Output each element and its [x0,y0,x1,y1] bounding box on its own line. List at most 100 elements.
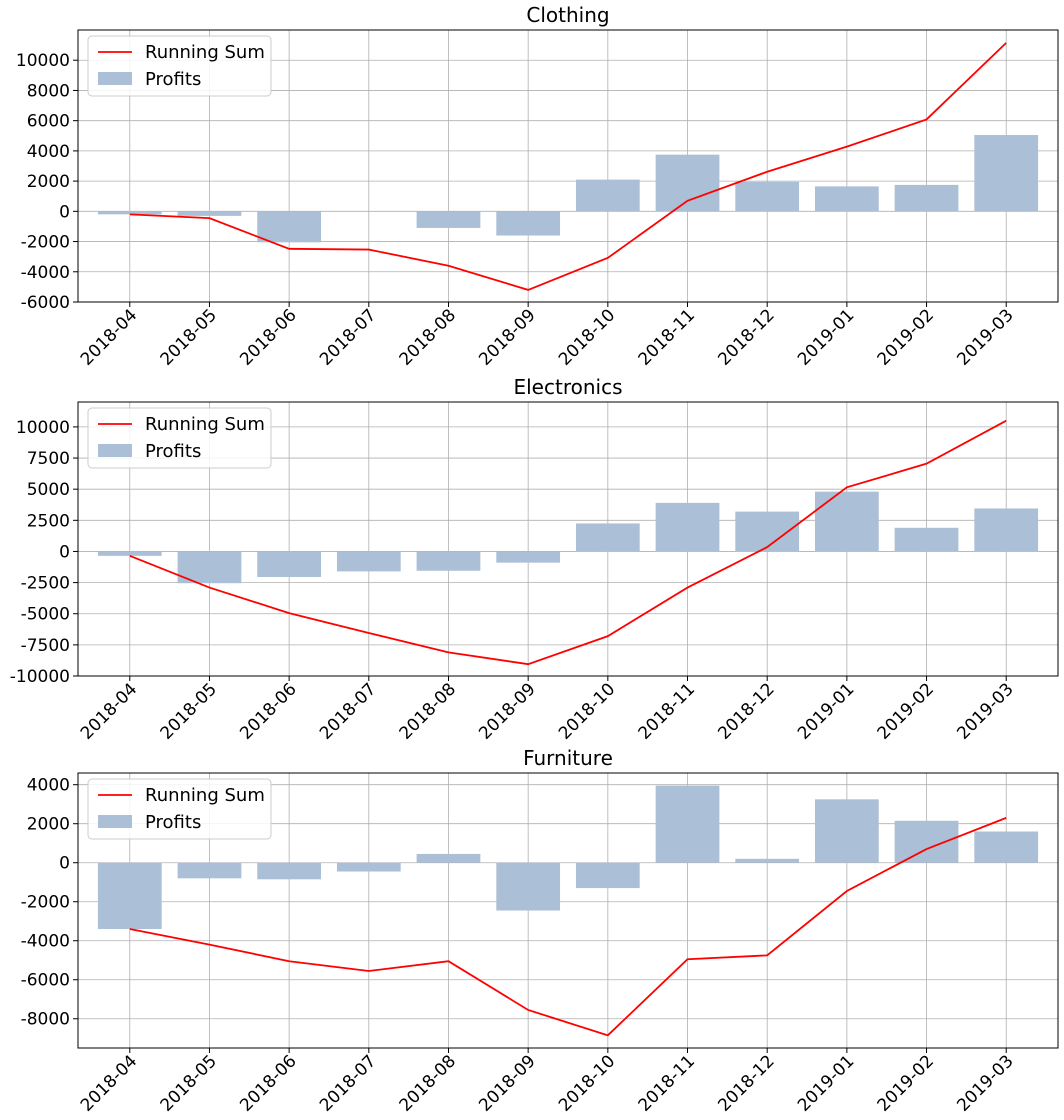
bar-2018-10 [575,523,640,552]
y-tick-label: -6000 [21,971,70,991]
x-tick-label: 2018-09 [475,1051,539,1115]
legend-box [87,778,272,840]
y-tick-label: 0 [59,542,70,562]
x-tick-label: 2018-12 [714,305,778,369]
x-tick-label: 2019-03 [953,679,1017,743]
subplot-furniture: Furniture -8000 -6000 -4000 -2000 0 2000 4000 20… [21,746,1059,1116]
bar-2018-06 [257,862,322,880]
bar-2018-08 [416,551,481,571]
x-tick-label: 2018-09 [475,305,539,369]
x-tick-label: 2018-11 [635,305,699,369]
x-tick-label: 2019-03 [953,1051,1017,1115]
bar-2018-10 [575,862,640,889]
legend-label-running-sum: Running Sum [145,785,265,806]
y-tick-label: 0 [59,202,70,222]
chart-title: Electronics [513,375,622,399]
bar-2018-11 [655,785,720,863]
bar-2018-11 [655,502,720,552]
x-tick-label: 2018-10 [555,1051,619,1115]
legend-label-profits: Profits [145,812,201,833]
legend-bar-swatch [98,444,132,457]
x-tick-label: 2018-06 [236,305,300,369]
y-tick-label: 2000 [27,815,70,835]
x-tick-label: 2018-06 [236,1051,300,1115]
y-tick-label: 10000 [16,51,70,71]
bar-2018-12 [735,511,800,552]
x-tick-label: 2019-02 [874,679,938,743]
legend-box [87,35,272,97]
y-tick-label: -2500 [21,574,70,594]
bar-2018-12 [735,181,800,212]
subplot-clothing: Clothing -6000 -4000 -2000 0 2000 4000 6000 8000… [16,3,1059,370]
x-tick-label: 2018-10 [555,679,619,743]
bar-2018-08 [416,211,481,228]
x-tick-label: 2018-08 [396,1051,460,1115]
x-tick-label: 2018-07 [316,305,380,369]
x-tick-label: 2018-11 [635,1051,699,1115]
bar-2018-09 [496,551,561,563]
x-tick-label: 2019-01 [794,679,858,743]
bar-2018-12 [735,858,800,863]
bar-2019-01 [814,799,879,863]
legend-label-running-sum: Running Sum [145,42,265,63]
y-tick-label: -4000 [21,932,70,952]
y-tick-label: -2000 [21,233,70,253]
bar-2018-05 [177,551,242,584]
x-tick-label: 2018-11 [635,679,699,743]
y-tick-label: -7500 [21,636,70,656]
bar-2019-03 [974,508,1039,552]
bar-2018-10 [575,179,640,212]
axes-frame [77,29,1059,303]
y-tick-label: 6000 [27,112,70,132]
x-tick-label: 2018-08 [396,305,460,369]
y-tick-label: -5000 [21,605,70,625]
legend-box [87,407,272,469]
legend-bar-swatch [98,815,132,828]
y-tick-label: 4000 [27,776,70,796]
x-tick-label: 2018-08 [396,679,460,743]
running-sum-line [129,419,1007,666]
running-sum-line [129,817,1007,1037]
bar-2019-02 [894,820,959,863]
bar-2018-09 [496,211,561,236]
x-tick-label: 2019-03 [953,305,1017,369]
y-tick-label: -4000 [21,263,70,283]
axes-frame [77,772,1059,1049]
x-tick-label: 2018-07 [316,679,380,743]
y-tick-label: -10000 [10,667,70,687]
bar-2019-02 [894,527,959,552]
x-tick-label: 2018-07 [316,1051,380,1115]
y-tick-label: 8000 [27,81,70,101]
y-tick-label: -8000 [21,1010,70,1030]
legend: Running Sum Profits [87,35,272,97]
y-tick-label: 2000 [27,172,70,192]
x-tick-label: 2018-05 [157,1051,221,1115]
bar-2019-03 [974,135,1039,212]
bar-2018-07 [336,862,401,872]
y-tick-label: 7500 [27,449,70,469]
legend: Running Sum Profits [87,778,272,840]
axes-frame [77,401,1059,677]
legend-label-profits: Profits [145,441,201,462]
x-tick-label: 2018-04 [77,679,141,743]
bar-2018-09 [496,862,561,911]
x-tick-label: 2018-12 [714,679,778,743]
running-sum-line [129,42,1007,291]
bar-2018-05 [177,862,242,879]
x-tick-label: 2018-10 [555,305,619,369]
y-tick-label: 0 [59,854,70,874]
x-tick-label: 2018-09 [475,679,539,743]
bar-2018-04 [97,211,162,215]
bar-2019-03 [974,831,1039,863]
x-tick-label: 2018-05 [157,305,221,369]
bar-2018-06 [257,211,322,243]
x-tick-label: 2019-01 [794,305,858,369]
bar-2018-04 [97,551,162,556]
legend-bar-swatch [98,72,132,85]
x-tick-label: 2018-04 [77,305,141,369]
chart-title: Clothing [526,3,609,27]
bar-2018-07 [336,551,401,572]
y-tick-label: 5000 [27,480,70,500]
y-tick-label: -6000 [21,293,70,313]
